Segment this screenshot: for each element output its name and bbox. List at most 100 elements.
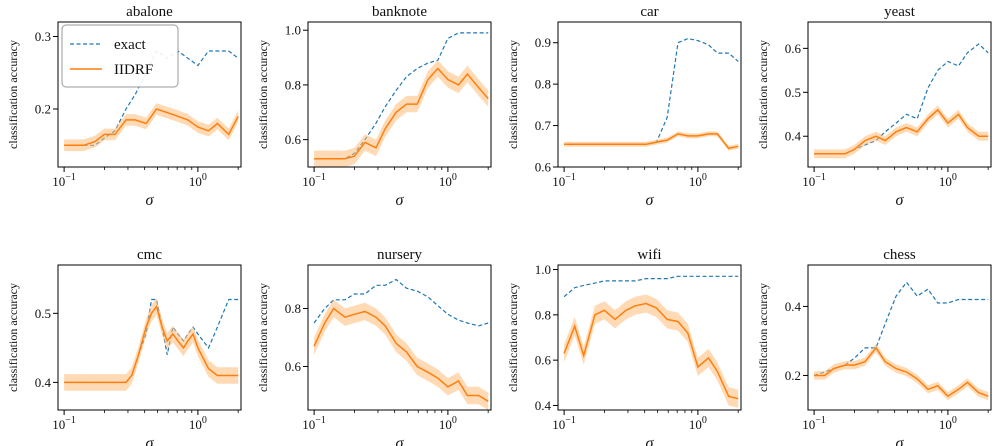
x-tick-label: 100	[939, 415, 957, 432]
x-tick-label-exponent: 0	[202, 415, 207, 426]
x-tick-label-exponent: 0	[702, 415, 707, 426]
x-tick-label-base: 10	[939, 174, 952, 189]
x-tick-label: 100	[439, 172, 457, 189]
x-tick-label-exponent: 0	[452, 172, 457, 183]
panel-title: car	[640, 4, 658, 20]
legend-label-IIDRF: IIDRF	[114, 62, 153, 78]
x-tick-label-base: 10	[802, 174, 815, 189]
y-tick-label: 0.6	[535, 353, 552, 368]
plot-frame	[57, 264, 242, 411]
x-tick-label-exponent: 0	[202, 172, 207, 183]
x-tick-label: 10−1	[302, 172, 326, 189]
y-tick-label: 0.4	[785, 299, 802, 314]
series-band-IIDRF	[564, 294, 739, 408]
x-tick-label-base: 10	[689, 417, 702, 432]
y-tick-label: 1.0	[285, 23, 301, 38]
series-line-exact	[814, 43, 989, 155]
plot-frame	[557, 264, 742, 411]
y-tick-label: 0.8	[285, 301, 301, 316]
legend: exact IIDRF	[61, 24, 179, 88]
x-axis-label: σ	[646, 435, 655, 446]
series-line-IIDRF	[564, 133, 739, 150]
panel-title: chess	[883, 247, 916, 263]
y-axis-label: classification accuracy	[506, 283, 520, 392]
y-tick-label: 0.3	[35, 29, 51, 44]
y-tick-label: 0.8	[285, 77, 301, 92]
x-tick-label-exponent: −1	[315, 172, 326, 183]
x-axis-label: σ	[896, 192, 905, 209]
x-tick-label-base: 10	[302, 174, 315, 189]
x-tick-label-exponent: 0	[702, 172, 707, 183]
plot-frame	[807, 21, 992, 168]
y-axis-label: classification accuracy	[256, 40, 270, 149]
y-tick-label: 0.2	[785, 368, 801, 383]
x-tick-label-base: 10	[939, 417, 952, 432]
x-tick-label-exponent: −1	[565, 415, 576, 426]
x-tick-label: 10−1	[52, 415, 76, 432]
y-axis-label: classification accuracy	[756, 283, 770, 392]
y-tick-label: 0.4	[785, 129, 802, 144]
panel-title: wifi	[637, 247, 661, 263]
x-tick-label-base: 10	[439, 174, 452, 189]
y-tick-label: 0.4	[35, 375, 52, 390]
plot-frame	[557, 21, 742, 168]
x-tick-label-base: 10	[52, 174, 65, 189]
series-band-IIDRF	[64, 103, 239, 152]
y-axis-label: classification accuracy	[6, 40, 20, 149]
series-line-exact	[563, 275, 739, 298]
x-tick-label-exponent: −1	[815, 415, 826, 426]
x-tick-label-exponent: −1	[565, 172, 576, 183]
x-tick-label-base: 10	[189, 174, 202, 189]
x-axis-label: σ	[396, 435, 405, 446]
x-tick-label-base: 10	[689, 174, 702, 189]
x-tick-label: 100	[939, 172, 957, 189]
plot-frame	[307, 264, 492, 411]
series-line-IIDRF	[814, 346, 989, 398]
series-line-IIDRF	[563, 302, 739, 400]
y-tick-label: 0.6	[285, 132, 302, 147]
plot-frame	[57, 21, 242, 168]
series-band-IIDRF	[64, 298, 239, 391]
x-tick-label: 100	[189, 415, 207, 432]
x-tick-label-base: 10	[802, 417, 815, 432]
series-line-exact	[564, 37, 739, 145]
y-tick-label: 0.8	[535, 307, 551, 322]
x-tick-label-exponent: 0	[952, 172, 957, 183]
x-tick-label: 10−1	[302, 415, 326, 432]
x-tick-label: 100	[689, 415, 707, 432]
x-tick-label: 10−1	[52, 172, 76, 189]
panel-title: abalone	[126, 4, 173, 20]
x-tick-label-exponent: −1	[65, 172, 76, 183]
x-tick-label-base: 10	[552, 174, 565, 189]
x-tick-label-exponent: 0	[452, 415, 457, 426]
y-tick-label: 0.8	[535, 77, 551, 92]
y-axis-label: classification accuracy	[256, 283, 270, 392]
x-tick-label-base: 10	[439, 417, 452, 432]
x-tick-label: 10−1	[802, 172, 826, 189]
legend-label-exact: exact	[114, 37, 146, 53]
legend-box	[61, 24, 179, 88]
x-tick-label-exponent: 0	[952, 415, 957, 426]
series-line-exact	[314, 32, 489, 160]
plot-frame	[307, 21, 492, 168]
series-line-IIDRF	[313, 307, 489, 402]
panel-title: banknote	[372, 4, 427, 20]
x-tick-label: 10−1	[552, 172, 576, 189]
plot-frame	[807, 264, 992, 411]
y-tick-label: 0.2	[35, 102, 51, 117]
series-band-IIDRF	[814, 105, 989, 159]
x-tick-label-exponent: −1	[315, 415, 326, 426]
series-line-IIDRF	[64, 304, 239, 384]
x-tick-label-exponent: −1	[65, 415, 76, 426]
x-axis-label: σ	[896, 435, 905, 446]
series-line-exact	[813, 281, 989, 377]
x-axis-label: σ	[146, 192, 155, 209]
